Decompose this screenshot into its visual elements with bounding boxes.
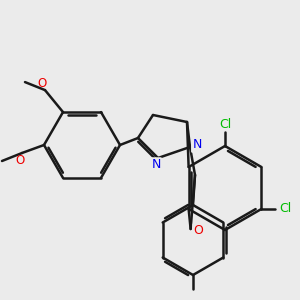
Text: O: O	[38, 76, 46, 90]
Text: O: O	[194, 224, 204, 238]
Text: Cl: Cl	[279, 202, 292, 215]
Text: N: N	[192, 139, 202, 152]
Text: Cl: Cl	[219, 118, 231, 130]
Text: N: N	[151, 158, 161, 172]
Text: O: O	[15, 154, 25, 167]
